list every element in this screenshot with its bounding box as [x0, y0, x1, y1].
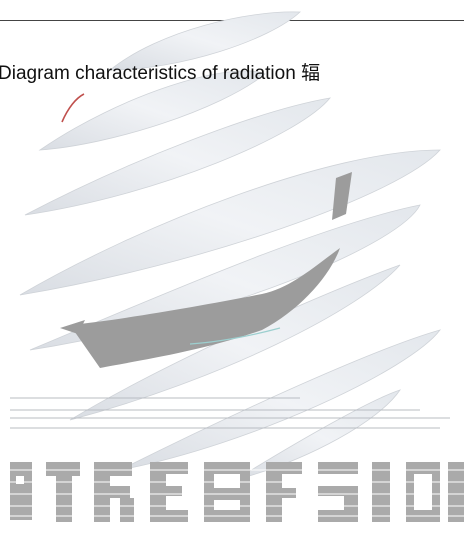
logo-stripe	[119, 329, 442, 471]
logo-stripe	[69, 264, 401, 421]
wordmark-glyph	[120, 498, 134, 522]
logo-stripes	[19, 11, 442, 481]
logo-wordmark	[10, 462, 464, 522]
logo-accents	[60, 172, 352, 368]
wordmark-glyph	[266, 488, 296, 498]
logo-accent-teal	[189, 327, 281, 345]
wordmark-glyph	[94, 486, 130, 498]
logo-stripe	[234, 389, 401, 481]
wordmark-glyph	[150, 462, 188, 474]
wordmark-glyph	[10, 462, 32, 520]
figure-caption: Diagram characteristics of radiation 辐	[0, 63, 321, 84]
wordmark-glyph	[372, 462, 390, 522]
logo-accent-red	[61, 93, 85, 123]
wordmark-glyph	[318, 462, 358, 474]
logo-stripe	[38, 70, 266, 151]
wordmark-glyph	[94, 462, 132, 476]
logo-stripe	[108, 11, 301, 71]
wordmark-glyph	[150, 486, 182, 496]
logo-accent	[70, 248, 340, 368]
logo-accent	[60, 320, 85, 334]
logo-stripe	[19, 149, 441, 296]
wordmark-glyph	[204, 462, 250, 522]
logo-ruled-lines	[10, 397, 450, 429]
wordmark-glyph	[318, 486, 358, 496]
logo-stripe	[24, 97, 331, 216]
wordmark-glyph	[56, 462, 72, 522]
wordmark-scanlines	[0, 469, 464, 517]
wordmark-glyph	[266, 462, 302, 474]
wordmark-gaps	[16, 474, 432, 510]
logo-accent	[332, 172, 352, 220]
wordmark-glyph	[448, 462, 464, 522]
